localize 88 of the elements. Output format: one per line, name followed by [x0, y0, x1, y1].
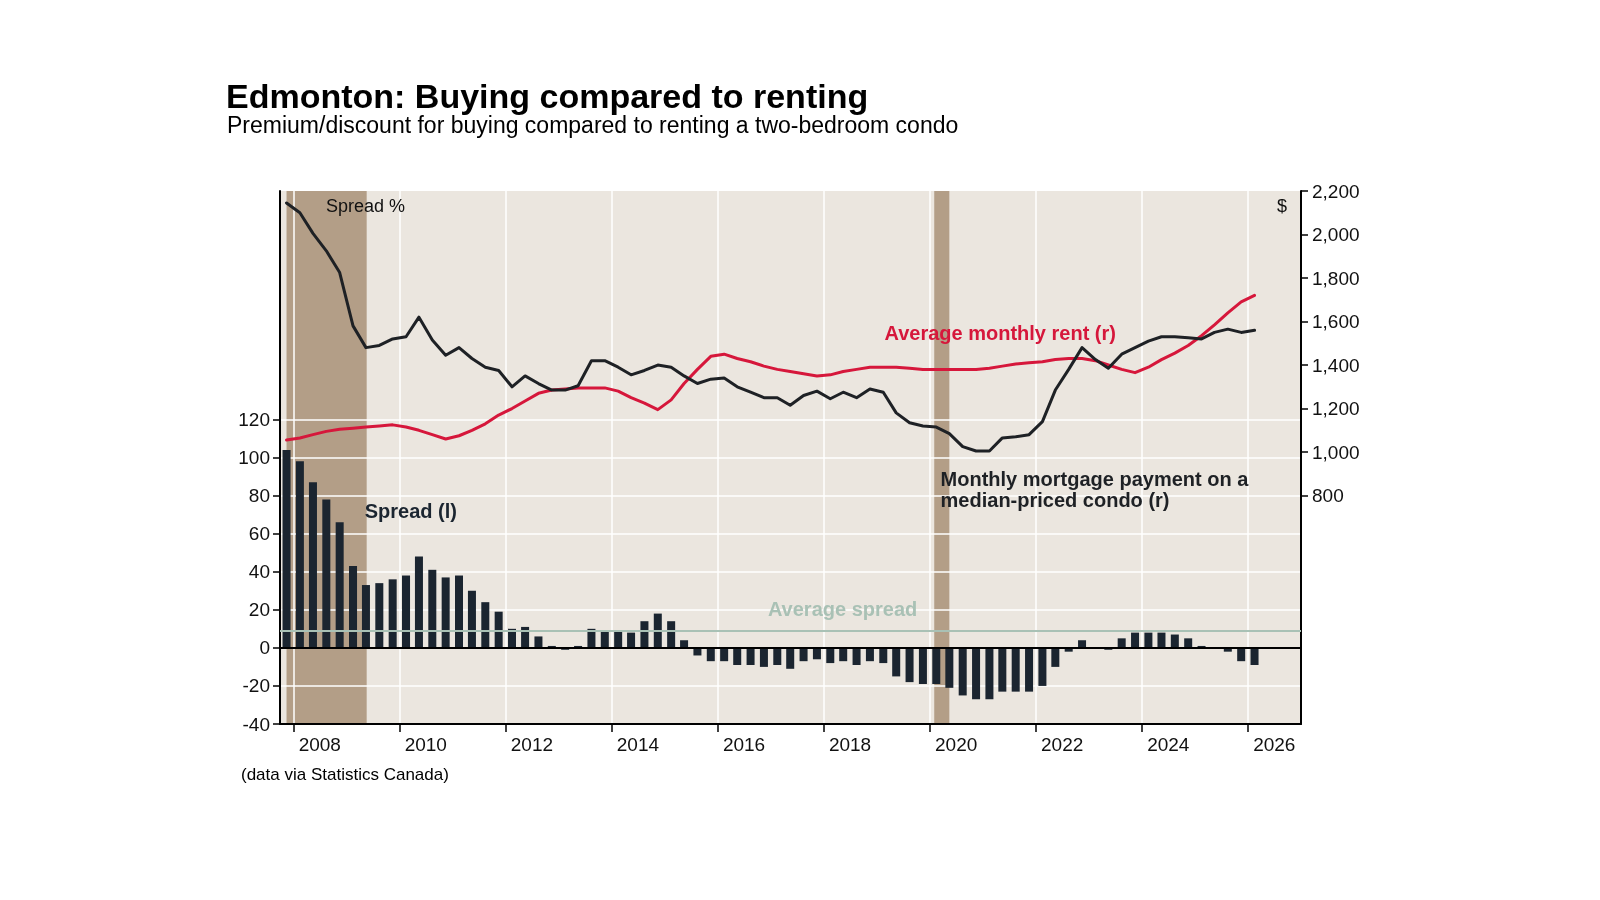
- bar: [441, 577, 450, 648]
- bar: [282, 449, 291, 648]
- bar: [428, 569, 437, 648]
- y-tick-label: 20: [248, 599, 270, 621]
- bar: [1237, 647, 1246, 662]
- bar: [839, 647, 848, 662]
- y2-tick-label: 1,000: [1312, 441, 1360, 463]
- x-tick-label: 2024: [1147, 734, 1190, 755]
- series-label: Spread (l): [364, 499, 457, 522]
- bar: [905, 647, 914, 683]
- x-tick-label: 2020: [935, 734, 978, 755]
- bar: [455, 575, 464, 648]
- y2-tick-label: 800: [1312, 485, 1344, 507]
- bar: [1131, 632, 1140, 648]
- series-label: Monthly mortgage payment on a median-priced condo (r): [940, 467, 1254, 511]
- bar: [349, 566, 358, 648]
- bar: [534, 636, 543, 648]
- y-tick-label: 40: [248, 561, 270, 583]
- x-tick-label: 2026: [1253, 734, 1296, 755]
- bar: [1038, 647, 1047, 686]
- bar: [865, 647, 874, 662]
- bar: [1157, 632, 1166, 648]
- bar: [958, 647, 967, 696]
- x-tick-label: 2016: [722, 734, 766, 755]
- bar: [826, 647, 835, 664]
- x-tick-label: 2008: [298, 734, 341, 755]
- bar: [746, 647, 755, 665]
- x-tick-label: 2014: [616, 734, 660, 755]
- bar: [892, 647, 901, 677]
- y-tick-label: 0: [259, 637, 270, 659]
- bar: [361, 585, 370, 648]
- bar: [494, 611, 503, 648]
- y2-tick-label: 1,400: [1312, 354, 1360, 376]
- bar: [706, 647, 715, 662]
- series-label: Average monthly rent (r): [884, 321, 1116, 344]
- bar: [375, 583, 384, 648]
- bar: [945, 647, 954, 688]
- bar: [720, 647, 729, 662]
- y-tick-label: 60: [248, 523, 270, 545]
- bar: [402, 575, 411, 648]
- bar: [1051, 647, 1060, 667]
- bar: [414, 556, 423, 648]
- bar: [733, 647, 742, 665]
- bar: [985, 647, 994, 700]
- y-tick-label: -40: [242, 713, 270, 735]
- bar: [879, 647, 888, 664]
- bar: [759, 647, 768, 667]
- bar: [773, 647, 782, 665]
- line-series: [285, 201, 1257, 453]
- y2-tick-label: 2,000: [1312, 224, 1360, 246]
- bar: [1025, 647, 1034, 692]
- y2-tick-label: 1,600: [1312, 311, 1360, 333]
- bar: [852, 647, 861, 665]
- bar: [998, 647, 1007, 692]
- y2-tick-label: 1,200: [1312, 398, 1360, 420]
- x-tick-label: 2012: [510, 734, 554, 755]
- bar: [932, 647, 941, 685]
- x-tick-label: 2018: [828, 734, 872, 755]
- y-tick-label: 80: [248, 485, 270, 507]
- bar: [481, 602, 490, 648]
- y-tick-label: 120: [238, 408, 270, 430]
- bar: [388, 579, 397, 648]
- ref-line-label: Average spread: [767, 597, 918, 620]
- bar: [972, 647, 981, 700]
- y2-tick-label: 2,200: [1312, 180, 1360, 202]
- y-axis-title: Spread %: [326, 196, 406, 216]
- bar: [467, 590, 476, 648]
- bar: [799, 647, 808, 662]
- bar: [308, 482, 317, 648]
- bar: [1170, 634, 1179, 648]
- bar: [1011, 647, 1020, 692]
- y2-axis-title: $: [1276, 196, 1287, 216]
- bar: [627, 632, 636, 648]
- bar: [295, 461, 304, 648]
- bar: [653, 613, 662, 648]
- line-series: [285, 293, 1257, 442]
- bar: [1144, 632, 1153, 648]
- bar: [335, 522, 344, 648]
- y2-tick-label: 1,800: [1312, 267, 1360, 289]
- x-tick-label: 2010: [404, 734, 447, 755]
- bar: [786, 647, 795, 669]
- bar: [322, 499, 331, 648]
- text: (data via Statistics Canada): [241, 765, 449, 786]
- x-tick-label: 2022: [1041, 734, 1084, 755]
- y-tick-label: -20: [242, 675, 270, 697]
- y-tick-label: 100: [238, 447, 270, 468]
- bar: [918, 647, 927, 685]
- bar: [1250, 647, 1259, 665]
